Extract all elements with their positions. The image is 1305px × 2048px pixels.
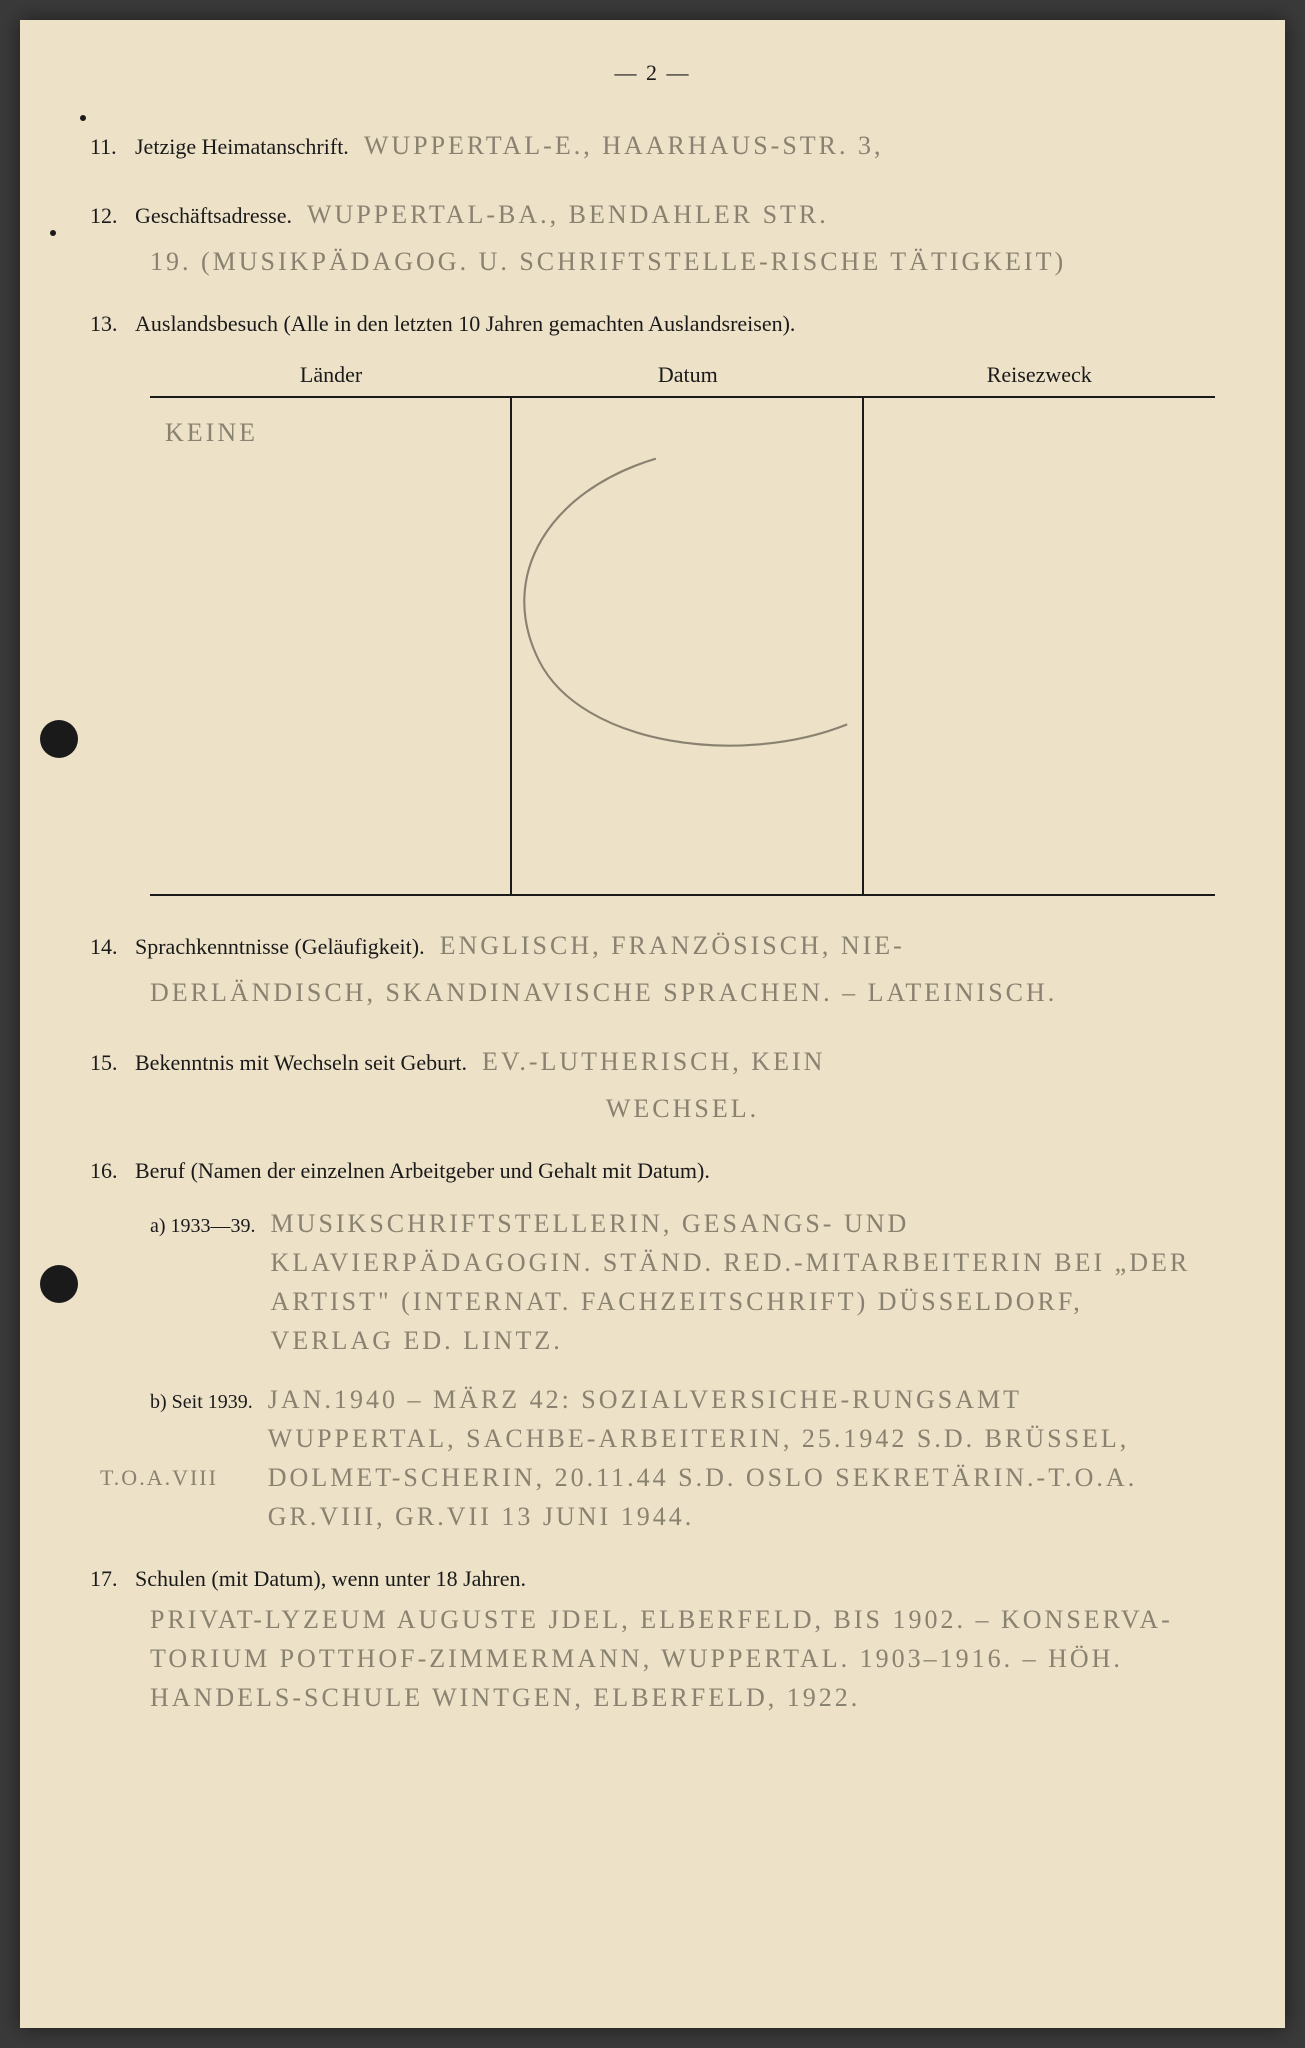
- field-number: 11.: [90, 134, 135, 160]
- field-value: WUPPERTAL-E., HAARHAUS-STR. 3,: [364, 126, 884, 165]
- field-14: 14. Sprachkenntnisse (Geläufigkeit). ENG…: [90, 926, 1215, 1012]
- table-cell-value: KEINE: [165, 418, 258, 447]
- field-13: 13. Auslandsbesuch (Alle in den letzten …: [90, 311, 1215, 896]
- sub-label: b) Seit 1939.: [150, 1391, 253, 1414]
- page-number: — 2 —: [90, 60, 1215, 86]
- table-header-purpose: Reisezweck: [864, 362, 1215, 388]
- document-page: — 2 — 11. Jetzige Heimatanschrift. WUPPE…: [20, 20, 1285, 2028]
- field-12: 12. Geschäftsadresse. WUPPERTAL-BA., BEN…: [90, 195, 1215, 281]
- field-16a: a) 1933—39. MUSIKSCHRIFTSTELLERIN, GESAN…: [150, 1204, 1215, 1360]
- field-value-cont: DERLÄNDISCH, SKANDINAVISCHE SPRACHEN. – …: [150, 973, 1215, 1012]
- field-number: 17.: [90, 1566, 135, 1592]
- field-label: Sprachkenntnisse (Geläufigkeit).: [135, 934, 425, 960]
- field-label: Auslandsbesuch (Alle in den letzten 10 J…: [135, 311, 795, 337]
- punch-hole: [40, 1265, 78, 1303]
- field-number: 13.: [90, 311, 135, 337]
- sub-label: a) 1933—39.: [150, 1215, 256, 1238]
- field-label: Jetzige Heimatanschrift.: [135, 134, 349, 160]
- punch-hole: [40, 720, 78, 758]
- field-label: Schulen (mit Datum), wenn unter 18 Jahre…: [135, 1566, 526, 1592]
- dot-mark: [80, 115, 86, 121]
- field-value-cont: 19. (MUSIKPÄDAGOG. U. SCHRIFTSTELLE-RISC…: [150, 242, 1215, 281]
- field-number: 15.: [90, 1050, 135, 1076]
- field-15: 15. Bekenntnis mit Wechseln seit Geburt.…: [90, 1042, 1215, 1128]
- field-label: Beruf (Namen der einzelnen Arbeitgeber u…: [135, 1158, 710, 1184]
- field-value: ENGLISCH, FRANZÖSISCH, NIE-: [440, 926, 905, 965]
- field-number: 14.: [90, 934, 135, 960]
- field-value: MUSIKSCHRIFTSTELLERIN, GESANGS- UND KLAV…: [271, 1204, 1215, 1360]
- field-value: JAN.1940 – MÄRZ 42: SOZIALVERSICHE-RUNGS…: [268, 1380, 1215, 1536]
- field-11: 11. Jetzige Heimatanschrift. WUPPERTAL-E…: [90, 126, 1215, 165]
- field-value: WUPPERTAL-BA., BENDAHLER STR.: [307, 195, 829, 234]
- field-value: PRIVAT-LYZEUM AUGUSTE JDEL, ELBERFELD, B…: [150, 1600, 1215, 1717]
- field-17: 17. Schulen (mit Datum), wenn unter 18 J…: [90, 1566, 1215, 1717]
- margin-note: T.O.A.VIII: [100, 1465, 218, 1491]
- field-number: 16.: [90, 1158, 135, 1184]
- field-label: Geschäftsadresse.: [135, 203, 292, 229]
- travel-table: Länder Datum Reisezweck KEINE: [150, 362, 1215, 896]
- dot-mark: [50, 230, 56, 236]
- field-label: Bekenntnis mit Wechseln seit Geburt.: [135, 1050, 467, 1076]
- field-value-cont: WECHSEL.: [150, 1089, 1215, 1128]
- field-16b: T.O.A.VIII b) Seit 1939. JAN.1940 – MÄRZ…: [150, 1380, 1215, 1536]
- table-header-countries: Länder: [150, 362, 512, 388]
- field-16: 16. Beruf (Namen der einzelnen Arbeitgeb…: [90, 1158, 1215, 1536]
- field-number: 12.: [90, 203, 135, 229]
- field-value: EV.-LUTHERISCH, KEIN: [482, 1042, 825, 1081]
- table-header-date: Datum: [512, 362, 863, 388]
